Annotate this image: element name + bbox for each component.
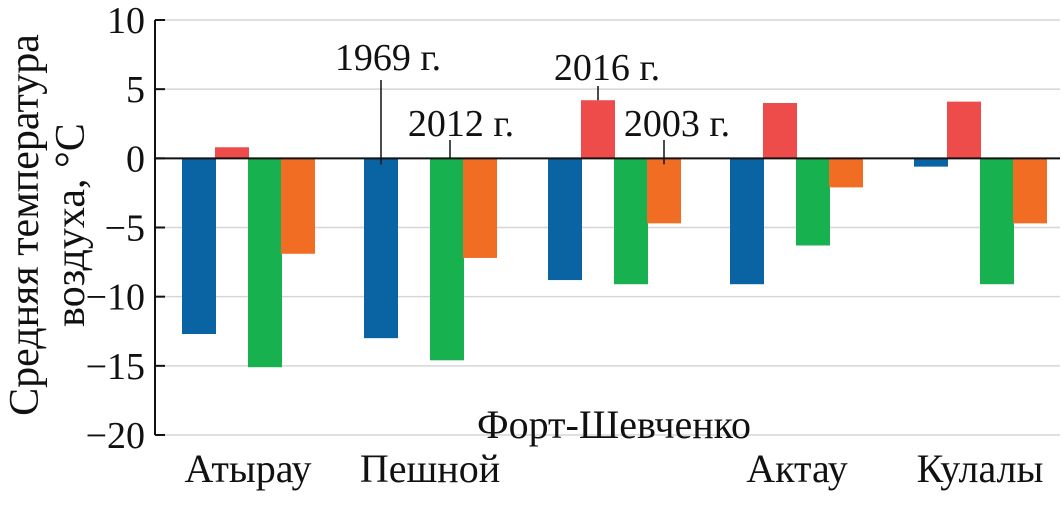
- annotation-label: 2012 г.: [408, 103, 514, 145]
- y-tick-label: 0: [126, 138, 145, 180]
- y-tick-label: 5: [126, 69, 145, 111]
- bar: [430, 158, 464, 361]
- annotations: 1969 г. 2012 г. 2016 г. 2003 г.: [335, 37, 730, 165]
- bar: [647, 158, 681, 224]
- bar: [364, 158, 398, 339]
- bar: [215, 147, 249, 159]
- bar: [763, 103, 797, 159]
- y-tick-label: −20: [86, 415, 145, 457]
- bar: [829, 158, 863, 188]
- bar: [463, 158, 497, 258]
- bar: [980, 158, 1014, 285]
- bars: [182, 100, 1047, 368]
- category-label: Пешной: [360, 446, 500, 491]
- bar: [730, 158, 764, 285]
- y-ticks: 10 5 0 −5 −10 −15 −20: [86, 0, 165, 457]
- y-axis-label-line2: воздуха, °С: [48, 123, 94, 327]
- bar: [796, 158, 830, 246]
- category-label: Кулалы: [917, 446, 1044, 491]
- annotation-label: 2016 г.: [554, 47, 660, 89]
- bar: [947, 101, 981, 159]
- bar: [581, 100, 615, 159]
- y-tick-label: −10: [86, 277, 145, 319]
- category-label: Атырау: [185, 446, 312, 491]
- y-tick-label: 10: [107, 0, 145, 42]
- bar: [1013, 158, 1047, 224]
- y-tick-label: −15: [86, 346, 145, 388]
- bar: [614, 158, 648, 285]
- y-axis-label-line1: Средняя температура: [2, 34, 48, 416]
- bar: [914, 158, 948, 167]
- annotation-label: 2003 г.: [624, 103, 730, 145]
- category-label: Форт-Шевченко: [477, 402, 751, 447]
- category-label: Актау: [746, 446, 847, 491]
- bar: [248, 158, 282, 368]
- bar: [281, 158, 315, 254]
- bar: [182, 158, 216, 335]
- y-tick-label: −5: [105, 208, 145, 250]
- bar: [548, 158, 582, 281]
- annotation-label: 1969 г.: [335, 37, 441, 79]
